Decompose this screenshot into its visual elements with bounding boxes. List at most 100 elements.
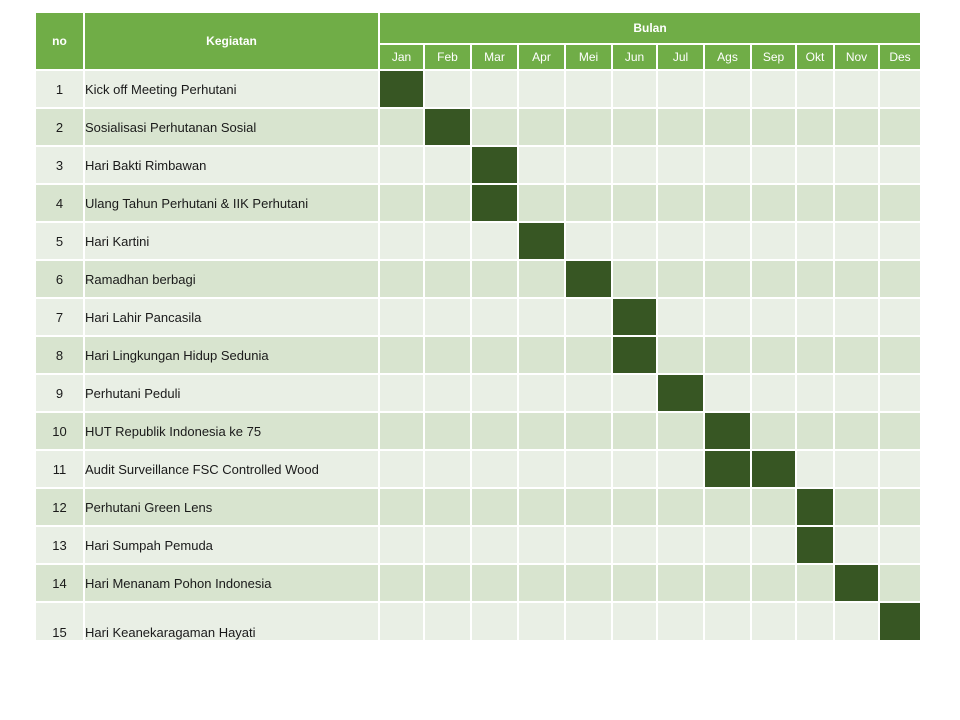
activity-name: Kick off Meeting Perhutani	[83, 69, 380, 109]
schedule-cell	[423, 411, 472, 451]
schedule-cell	[470, 373, 519, 413]
month-header-des: Des	[878, 43, 922, 71]
schedule-cell	[423, 297, 472, 337]
schedule-cell	[564, 373, 613, 413]
schedule-cell	[423, 373, 472, 413]
schedule-cell	[470, 221, 519, 261]
schedule-cell	[611, 601, 658, 642]
schedule-cell	[878, 221, 922, 261]
schedule-cell	[564, 525, 613, 565]
schedule-cell	[795, 335, 835, 375]
row-number: 9	[34, 373, 85, 413]
schedule-cell	[470, 107, 519, 147]
schedule-cell	[611, 449, 658, 489]
schedule-cell	[611, 221, 658, 261]
schedule-cell	[656, 525, 705, 565]
schedule-cell	[517, 145, 566, 185]
schedule-cell	[795, 145, 835, 185]
schedule-cell	[750, 335, 797, 375]
activity-name: Perhutani Green Lens	[83, 487, 380, 527]
schedule-cell	[517, 335, 566, 375]
month-header-apr: Apr	[517, 43, 566, 71]
table-row: 15 Hari Keanekaragaman Hayati	[34, 601, 922, 642]
table-row: 3 Hari Bakti Rimbawan	[34, 145, 922, 185]
schedule-cell-active-jul	[656, 373, 705, 413]
schedule-cell	[470, 411, 519, 451]
row-number: 2	[34, 107, 85, 147]
schedule-cell	[878, 525, 922, 565]
schedule-cell	[833, 69, 880, 109]
schedule-cell	[656, 411, 705, 451]
activity-name: Hari Lahir Pancasila	[83, 297, 380, 337]
activity-name: Perhutani Peduli	[83, 373, 380, 413]
activity-schedule-table: no Kegiatan Bulan Jan Feb Mar Apr Mei Jun Jul A…	[34, 11, 922, 642]
schedule-cell	[564, 411, 613, 451]
schedule-cell	[378, 373, 425, 413]
activity-name: Hari Lingkungan Hidup Sedunia	[83, 335, 380, 375]
schedule-cell	[833, 183, 880, 223]
schedule-cell	[611, 563, 658, 603]
month-header-sep: Sep	[750, 43, 797, 71]
schedule-cell-active-jun	[611, 297, 658, 337]
schedule-cell	[470, 525, 519, 565]
schedule-cell	[423, 221, 472, 261]
schedule-cell	[703, 335, 752, 375]
activity-name: Ramadhan berbagi	[83, 259, 380, 299]
schedule-cell	[878, 487, 922, 527]
schedule-cell-active-okt	[795, 487, 835, 527]
row-number: 7	[34, 297, 85, 337]
schedule-cell	[378, 107, 425, 147]
activity-name: Hari Sumpah Pemuda	[83, 525, 380, 565]
row-number: 1	[34, 69, 85, 109]
schedule-cell	[611, 69, 658, 109]
schedule-cell	[795, 373, 835, 413]
schedule-cell	[833, 373, 880, 413]
schedule-cell	[750, 183, 797, 223]
schedule-cell	[423, 563, 472, 603]
table-row: 10 HUT Republik Indonesia ke 75	[34, 411, 922, 451]
schedule-cell	[564, 107, 613, 147]
schedule-cell	[517, 601, 566, 642]
table-row: 14 Hari Menanam Pohon Indonesia	[34, 563, 922, 603]
schedule-cell	[517, 525, 566, 565]
activity-name: Sosialisasi Perhutanan Sosial	[83, 107, 380, 147]
schedule-cell	[517, 449, 566, 489]
schedule-cell-active-mei	[564, 259, 613, 299]
schedule-cell	[517, 563, 566, 603]
schedule-cell	[703, 563, 752, 603]
schedule-cell	[517, 373, 566, 413]
month-header-mar: Mar	[470, 43, 519, 71]
schedule-cell	[750, 107, 797, 147]
schedule-cell	[833, 487, 880, 527]
schedule-cell	[611, 259, 658, 299]
schedule-cell	[378, 145, 425, 185]
schedule-cell	[833, 107, 880, 147]
schedule-cell	[833, 335, 880, 375]
table-row: 12 Perhutani Green Lens	[34, 487, 922, 527]
schedule-cell	[656, 259, 705, 299]
activity-name: Hari Bakti Rimbawan	[83, 145, 380, 185]
schedule-cell	[656, 145, 705, 185]
schedule-cell	[750, 563, 797, 603]
schedule-cell	[750, 487, 797, 527]
row-number: 4	[34, 183, 85, 223]
row-number: 3	[34, 145, 85, 185]
schedule-cell	[833, 259, 880, 299]
row-number: 10	[34, 411, 85, 451]
header-kegiatan: Kegiatan	[83, 11, 380, 71]
schedule-cell	[517, 69, 566, 109]
schedule-cell	[833, 145, 880, 185]
header-months-row: Jan Feb Mar Apr Mei Jun Jul Ags Sep Okt Nov Des	[35, 43, 922, 71]
schedule-cell	[878, 335, 922, 375]
schedule-cell	[795, 259, 835, 299]
schedule-cell	[703, 107, 752, 147]
schedule-cell-active-okt	[795, 525, 835, 565]
schedule-cell	[750, 601, 797, 642]
schedule-cell	[656, 297, 705, 337]
schedule-cell	[795, 601, 835, 642]
schedule-cell	[656, 601, 705, 642]
schedule-cell-active-apr	[517, 221, 566, 261]
schedule-cell	[656, 563, 705, 603]
schedule-cell	[564, 221, 613, 261]
schedule-cell	[517, 487, 566, 527]
